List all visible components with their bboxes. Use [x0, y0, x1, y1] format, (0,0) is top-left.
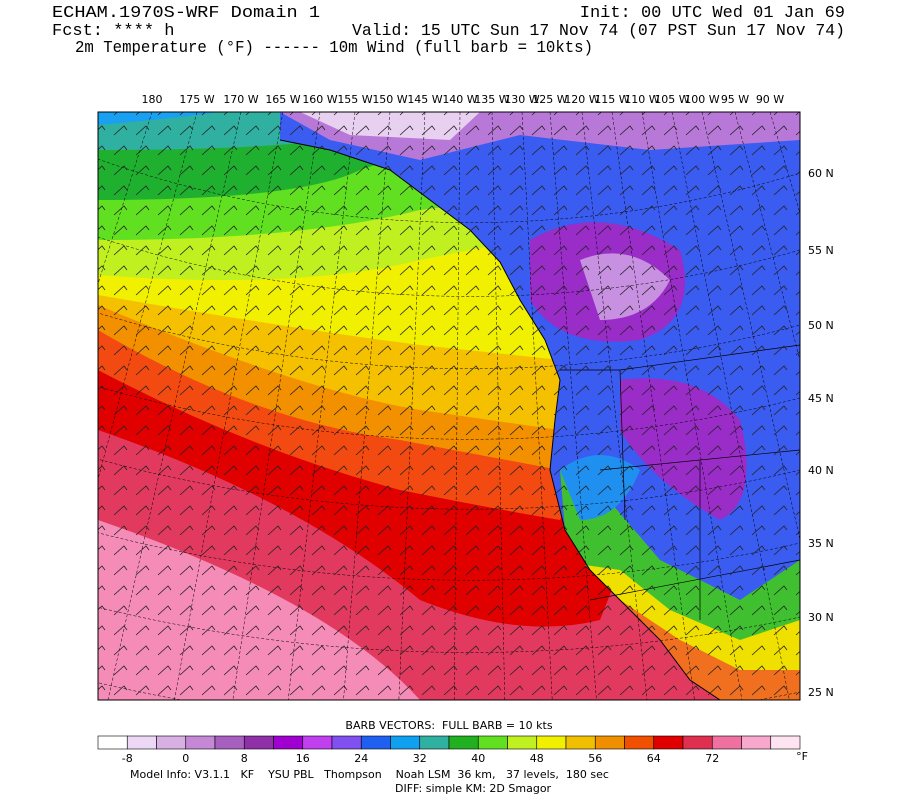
longitude-label: 135 W — [474, 93, 509, 106]
longitude-label: 140 W — [442, 93, 477, 106]
forecast-hour: Fcst: **** h — [52, 22, 174, 41]
colorbar-label: -8 — [122, 752, 133, 765]
longitude-label: 100 W — [684, 93, 719, 106]
latitude-label: 35 N — [808, 537, 834, 550]
longitude-label: 95 W — [721, 93, 749, 106]
latitude-label: 25 N — [808, 686, 834, 699]
longitude-label: 175 W — [179, 93, 214, 106]
longitude-label: 165 W — [265, 93, 300, 106]
longitude-label: 170 W — [223, 93, 258, 106]
longitude-label: 155 W — [337, 93, 372, 106]
colorbar-label: 0 — [182, 752, 189, 765]
colorbar-label: 48 — [530, 752, 544, 765]
colorbar-swatch — [448, 735, 479, 750]
colorbar-label: 24 — [354, 752, 368, 765]
colorbar-swatch — [390, 735, 421, 750]
longitude-label: 90 W — [756, 93, 784, 106]
title: ECHAM.1970S-WRF Domain 1 — [52, 4, 320, 23]
colorbar-swatch — [156, 735, 187, 750]
colorbar-title: BARB VECTORS: FULL BARB = 10 kts — [345, 719, 552, 732]
map-frame — [97, 111, 801, 701]
fields-description: 2m Temperature (°F) ------ 10m Wind (ful… — [75, 39, 593, 58]
colorbar-swatch — [682, 735, 713, 750]
longitude-label: 145 W — [407, 93, 442, 106]
colorbar-swatch — [711, 735, 742, 750]
colorbar-label: 40 — [471, 752, 485, 765]
colorbar-swatch — [594, 735, 625, 750]
longitude-label: 125 W — [532, 93, 567, 106]
colorbar-swatch — [360, 735, 391, 750]
colorbar-swatch — [565, 735, 596, 750]
colorbar-label: 32 — [413, 752, 427, 765]
colorbar-label: 56 — [588, 752, 602, 765]
colorbar-swatch — [477, 735, 508, 750]
colorbar-swatch — [507, 735, 538, 750]
colorbar-swatch — [126, 735, 157, 750]
colorbar-label: 16 — [296, 752, 310, 765]
longitude-label: 180 — [142, 93, 163, 106]
longitude-label: 150 W — [372, 93, 407, 106]
longitude-label: 130 W — [504, 93, 539, 106]
longitude-label: 160 W — [302, 93, 337, 106]
diff-info: DIFF: simple KM: 2D Smagor — [395, 782, 552, 795]
latitude-label: 50 N — [808, 319, 834, 332]
colorbar: -8 0 8 16 24 32 40 48 56 64 72 — [97, 735, 801, 765]
longitude-label: 110 W — [624, 93, 659, 106]
init-time: Init: 00 UTC Wed 01 Jan 69 — [580, 4, 845, 23]
colorbar-label: 72 — [705, 752, 719, 765]
latitude-label: 60 N — [808, 167, 834, 180]
colorbar-label: 64 — [647, 752, 661, 765]
colorbar-swatch — [214, 735, 245, 750]
latitude-label: 40 N — [808, 464, 834, 477]
latitude-label: 45 N — [808, 392, 834, 405]
colorbar-swatch — [185, 735, 216, 750]
map-area — [98, 112, 800, 700]
model-info: Model Info: V3.1.1 KF YSU PBL Thompson N… — [130, 768, 609, 781]
colorbar-swatch — [331, 735, 362, 750]
wind-barbs — [98, 112, 800, 700]
colorbar-swatch — [653, 735, 684, 750]
colorbar-swatch — [624, 735, 655, 750]
colorbar-swatch — [97, 735, 128, 750]
longitude-label: 115 W — [594, 93, 629, 106]
latitude-label: 30 N — [808, 611, 834, 624]
colorbar-swatch — [536, 735, 567, 750]
colorbar-swatch — [243, 735, 274, 750]
colorbar-swatch — [770, 735, 801, 750]
colorbar-swatch — [273, 735, 304, 750]
longitude-label: 120 W — [564, 93, 599, 106]
colorbar-label: 8 — [241, 752, 248, 765]
colorbar-swatch — [302, 735, 333, 750]
latitude-label: 55 N — [808, 244, 834, 257]
colorbar-swatch — [419, 735, 450, 750]
longitude-label: 105 W — [654, 93, 689, 106]
colorbar-swatch — [741, 735, 772, 750]
valid-time: Valid: 15 UTC Sun 17 Nov 74 (07 PST Sun … — [352, 22, 845, 41]
colorbar-unit: °F — [796, 750, 808, 763]
